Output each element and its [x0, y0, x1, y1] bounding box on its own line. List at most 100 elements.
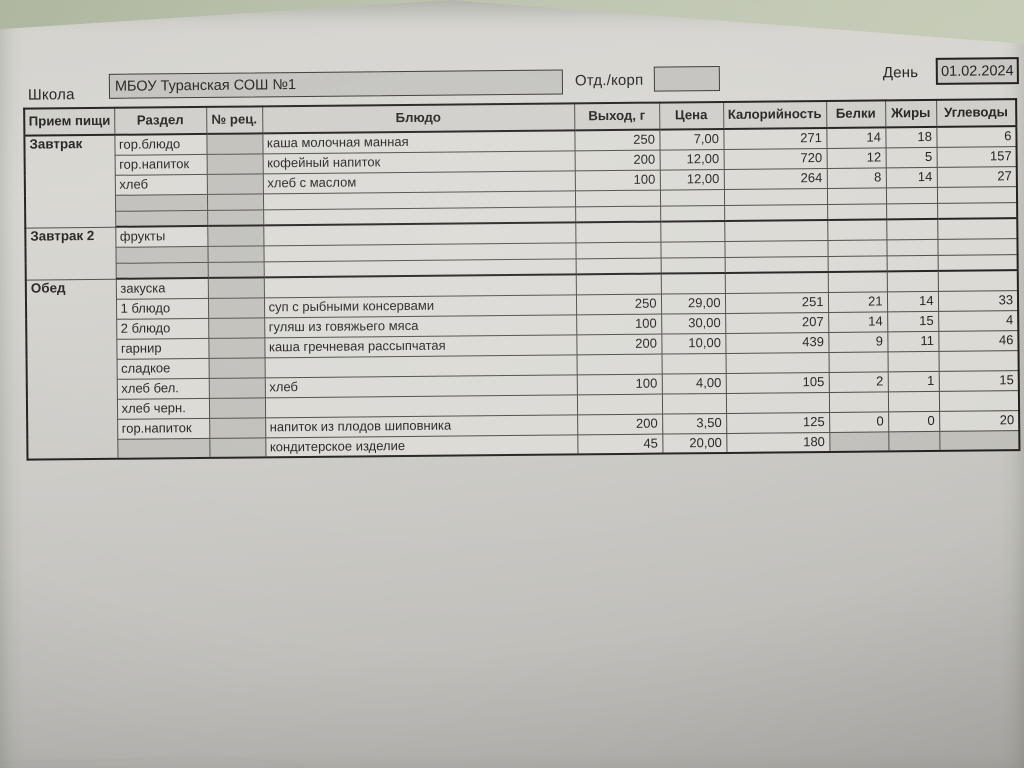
protein-cell: 14 — [828, 311, 888, 332]
rec-cell — [206, 153, 263, 174]
razdel-cell — [115, 209, 208, 227]
rec-cell — [208, 377, 265, 398]
column-header: Белки — [826, 100, 886, 128]
column-header: Жиры — [885, 99, 937, 128]
carbs-cell — [936, 186, 1018, 203]
column-header: Прием пищи — [24, 107, 115, 136]
rec-cell — [207, 245, 264, 262]
price-cell — [660, 220, 725, 242]
carbs-cell — [938, 390, 1020, 411]
out-cell — [575, 257, 661, 275]
rec-cell — [208, 397, 266, 418]
school-label: Школа — [27, 86, 75, 104]
protein-cell: 14 — [826, 127, 886, 148]
rec-cell — [207, 261, 264, 278]
kcal-cell — [724, 203, 828, 221]
carbs-cell: 20 — [939, 410, 1020, 431]
day-label: День — [882, 64, 919, 82]
price-cell: 29,00 — [660, 292, 726, 314]
razdel-cell: сладкое — [116, 357, 209, 379]
kcal-cell: 207 — [725, 311, 829, 333]
protein-cell — [828, 351, 888, 372]
fat-cell — [887, 390, 940, 412]
out-cell — [576, 353, 662, 375]
school-name-field: МБОУ Туранская СОШ №1 — [108, 69, 564, 99]
razdel-cell: гор.блюдо — [114, 133, 207, 155]
dept-field — [653, 65, 721, 92]
kcal-cell: 439 — [725, 331, 829, 353]
out-cell: 200 — [577, 413, 663, 435]
razdel-cell — [115, 261, 208, 279]
razdel-cell — [117, 437, 210, 459]
fat-cell — [885, 186, 938, 204]
price-cell: 4,00 — [661, 372, 726, 394]
razdel-cell — [114, 193, 208, 211]
kcal-cell: 180 — [726, 431, 830, 453]
fat-cell — [887, 350, 939, 372]
protein-cell — [827, 219, 887, 240]
rec-cell — [209, 437, 266, 458]
out-cell: 200 — [576, 333, 662, 355]
razdel-cell: фрукты — [115, 225, 208, 247]
protein-cell: 9 — [828, 331, 888, 352]
fat-cell — [886, 202, 938, 220]
price-cell — [660, 272, 725, 294]
menu-table-body: Завтрак гор.блюдо каша молочная манная 250 7… — [24, 126, 1020, 460]
razdel-cell: 2 блюдо — [116, 317, 209, 339]
rec-cell — [206, 133, 263, 154]
fat-cell — [888, 430, 940, 452]
protein-cell — [828, 391, 889, 412]
column-header: Блюдо — [262, 103, 575, 134]
protein-cell — [829, 431, 889, 452]
out-cell — [574, 189, 661, 207]
out-cell: 100 — [576, 313, 662, 335]
price-cell: 12,00 — [659, 168, 724, 190]
fat-cell: 5 — [885, 146, 937, 168]
razdel-cell: гарнир — [116, 337, 209, 359]
meal-name: Завтрак — [24, 134, 116, 228]
kcal-cell: 271 — [723, 127, 827, 149]
protein-cell — [827, 203, 887, 220]
razdel-cell: 1 блюдо — [115, 297, 209, 319]
out-cell — [575, 205, 661, 223]
column-header: № рец. — [206, 106, 263, 134]
protein-cell — [827, 255, 887, 272]
razdel-cell: хлеб черн. — [116, 397, 210, 419]
column-header: Выход, г — [574, 102, 660, 131]
kcal-cell: 125 — [726, 411, 830, 433]
protein-cell — [827, 271, 887, 292]
school-name-value: МБОУ Туранская СОШ №1 — [114, 76, 297, 95]
fat-cell: 18 — [885, 126, 937, 148]
kcal-cell — [725, 391, 830, 413]
protein-cell: 2 — [828, 371, 888, 392]
kcal-cell: 105 — [725, 371, 829, 393]
rec-cell — [208, 317, 265, 338]
kcal-cell — [723, 187, 828, 205]
price-cell: 3,50 — [662, 412, 727, 434]
price-cell: 20,00 — [662, 432, 727, 454]
price-cell — [660, 256, 725, 274]
carbs-cell: 6 — [936, 126, 1017, 147]
rec-cell — [207, 297, 265, 318]
carbs-cell: 27 — [936, 166, 1017, 187]
protein-cell: 0 — [829, 411, 889, 432]
carbs-cell: 15 — [938, 370, 1019, 391]
protein-cell: 12 — [826, 147, 886, 168]
out-cell: 200 — [574, 149, 660, 171]
razdel-cell — [115, 245, 208, 263]
price-cell: 10,00 — [661, 332, 726, 354]
dish-cell: кондитерское изделие — [265, 434, 578, 458]
kcal-cell: 264 — [723, 167, 827, 189]
fat-cell: 11 — [887, 330, 939, 352]
price-cell: 30,00 — [661, 312, 726, 334]
menu-table: Прием пищи Раздел № рец. Блюдо Выход, г Цена К… — [23, 98, 1021, 461]
date-value: 01.02.2024 — [940, 62, 1014, 80]
price-cell: 12,00 — [659, 148, 724, 170]
out-cell — [575, 221, 661, 243]
out-cell: 250 — [574, 129, 660, 151]
fat-cell — [886, 238, 938, 256]
price-cell — [660, 204, 725, 222]
fat-cell — [886, 270, 938, 292]
